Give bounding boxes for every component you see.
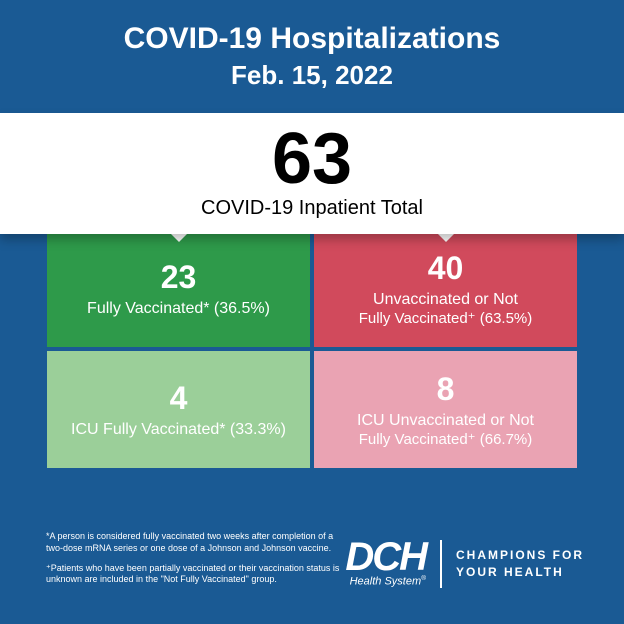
cell-label-line2: Fully Vaccinated⁺ (66.7%) (324, 431, 567, 450)
footnote-1: *A person is considered fully vaccinated… (46, 531, 346, 554)
header: COVID-19 Hospitalizations Feb. 15, 2022 (0, 0, 624, 91)
logo-subtitle: Health System (350, 576, 422, 588)
page-title: COVID-19 Hospitalizations (0, 22, 624, 56)
footnotes: *A person is considered fully vaccinated… (46, 531, 346, 594)
cell-label-line2: Fully Vaccinated⁺ (63.5%) (324, 310, 567, 329)
cell-value: 40 (324, 252, 567, 284)
footnote-2: ⁺Patients who have been partially vaccin… (46, 563, 346, 586)
cell-fully-vaccinated: 23 Fully Vaccinated* (36.5%) (47, 230, 310, 347)
tagline-line1: CHAMPIONS FOR (456, 547, 584, 564)
cell-value: 8 (324, 373, 567, 405)
cell-label-line1: ICU Unvaccinated or Not (324, 411, 567, 431)
cell-label: Fully Vaccinated* (36.5%) (57, 299, 300, 319)
cell-value: 23 (57, 261, 300, 293)
total-label: COVID-19 Inpatient Total (0, 197, 624, 220)
cell-icu-fully-vaccinated: 4 ICU Fully Vaccinated* (33.3%) (47, 351, 310, 468)
cell-value: 4 (57, 382, 300, 414)
logo-text: DCH (345, 535, 426, 579)
total-band: 63 COVID-19 Inpatient Total (0, 113, 624, 234)
cell-icu-unvaccinated: 8 ICU Unvaccinated or Not Fully Vaccinat… (314, 351, 577, 468)
cell-label-line1: Unvaccinated or Not (324, 290, 567, 310)
logo-area: DCH Health System® CHAMPIONS FOR YOUR HE… (345, 539, 584, 588)
logo-divider (440, 540, 442, 588)
page-date: Feb. 15, 2022 (0, 60, 624, 91)
logo-registered: ® (421, 575, 426, 582)
tagline-line2: YOUR HEALTH (456, 564, 584, 581)
cell-unvaccinated: 40 Unvaccinated or Not Fully Vaccinated⁺… (314, 230, 577, 347)
stats-grid: 23 Fully Vaccinated* (36.5%) 40 Unvaccin… (47, 230, 577, 468)
logo-mark: DCH Health System® (345, 539, 426, 588)
total-value: 63 (0, 123, 624, 195)
logo-tagline: CHAMPIONS FOR YOUR HEALTH (456, 547, 584, 581)
cell-label: ICU Fully Vaccinated* (33.3%) (57, 420, 300, 440)
